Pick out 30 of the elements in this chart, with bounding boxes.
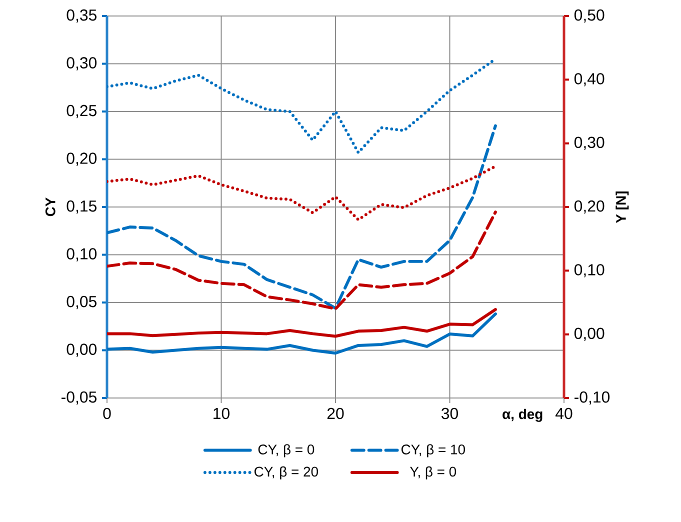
y2-tick-label: 0,00 (574, 328, 604, 341)
y2-axis-title: Y [N] (616, 192, 629, 224)
legend-label: CY, β = 0 (258, 444, 314, 458)
y-tick-label: 0,25 (66, 104, 96, 118)
y2-tick-label: 0,40 (574, 73, 604, 86)
y-tick-label: 0,30 (66, 57, 97, 70)
x-axis-title: α, deg (502, 408, 542, 422)
legend-label: CY, β = 10 (401, 444, 465, 458)
y-tick-label: 0,35 (66, 9, 96, 23)
x-tick-label: 30 (441, 408, 458, 420)
y2-tick-label: 0,50 (574, 9, 604, 23)
y-tick-label: 0,20 (66, 152, 97, 166)
y2-tick-label: -0,10 (574, 391, 610, 405)
line-series (107, 210, 497, 310)
y2-tick-label: 0,30 (574, 136, 604, 150)
line-series (107, 164, 497, 222)
y-tick-label: 0,05 (66, 296, 96, 310)
y2-tick-label: 0,10 (574, 264, 604, 278)
y-axis-title: CY (45, 198, 56, 216)
y-tick-label: 0,10 (66, 248, 97, 262)
y2-tick-label: 0,20 (574, 200, 604, 214)
x-tick-label: 40 (555, 408, 572, 420)
x-tick-label: 10 (214, 408, 230, 420)
y-tick-label: -0,05 (62, 391, 96, 405)
y-tick-label: 0,00 (66, 344, 97, 357)
x-tick-label: 20 (327, 408, 344, 420)
x-tick-label: 0 (103, 408, 111, 420)
y-tick-label: 0,15 (66, 200, 96, 214)
legend-label: CY, β = 20 (254, 466, 318, 480)
legend-label: Y, β = 0 (410, 466, 456, 480)
